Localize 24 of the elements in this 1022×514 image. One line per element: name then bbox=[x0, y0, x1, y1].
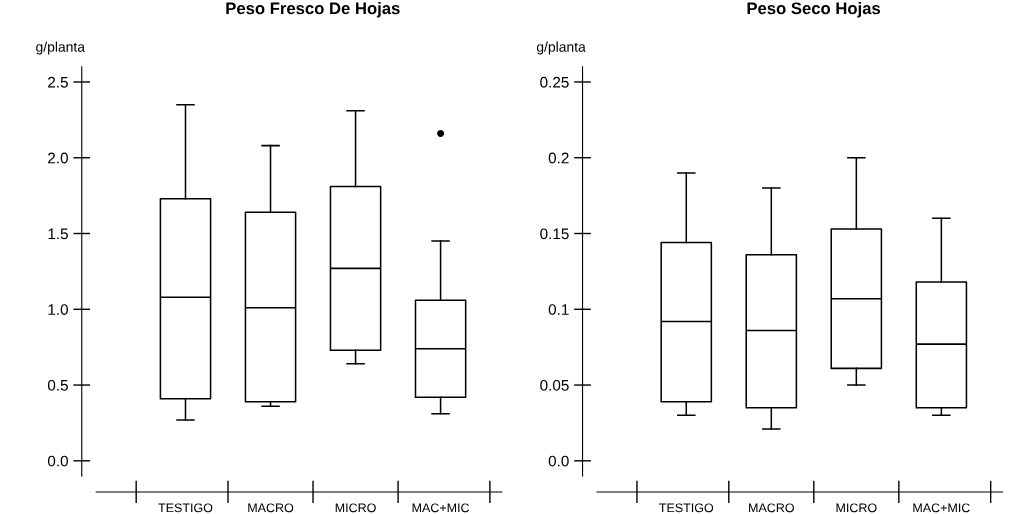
y-tick-label: 0.5 bbox=[47, 379, 68, 391]
y-tick-label: 1.0 bbox=[48, 304, 68, 315]
x-tick-label: TESTIGO bbox=[158, 503, 213, 513]
y-tick-label: 0.2 bbox=[548, 152, 569, 164]
x-tick-label: MICRO bbox=[836, 503, 877, 513]
x-tick-label: MACRO bbox=[749, 503, 794, 513]
chart-title: Peso Fresco De Hojas bbox=[226, 1, 400, 18]
y-tick-label: 2.5 bbox=[48, 76, 68, 88]
chart-title: Peso Seco Hojas bbox=[747, 1, 881, 18]
y-tick-label: 0.05 bbox=[540, 379, 569, 391]
x-tick-label: TESTIGO bbox=[659, 503, 714, 513]
x-tick-label: MAC+MIC bbox=[913, 503, 970, 513]
y-tick-label: 0.1 bbox=[548, 304, 569, 315]
y-tick-label: 0.0 bbox=[47, 455, 68, 467]
y-tick-label: 0.15 bbox=[540, 228, 569, 240]
x-tick-label: MICRO bbox=[335, 503, 376, 513]
y-axis-title: g/planta bbox=[536, 41, 586, 55]
y-tick-label: 0.0 bbox=[548, 455, 569, 467]
y-tick-label: 2.0 bbox=[48, 152, 68, 164]
y-axis-title: g/planta bbox=[36, 41, 85, 55]
x-tick-label: MACRO bbox=[248, 503, 294, 513]
x-tick-label: MAC+MIC bbox=[412, 503, 470, 513]
y-tick-label: 1.5 bbox=[48, 228, 68, 240]
y-tick-label: 0.25 bbox=[540, 76, 569, 88]
